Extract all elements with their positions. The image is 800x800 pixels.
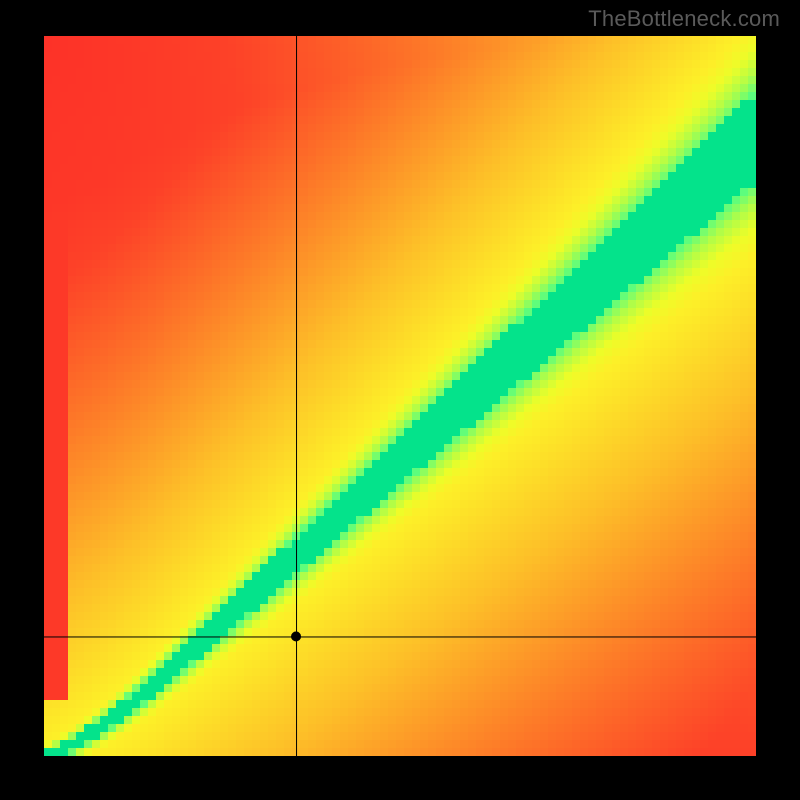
watermark-text: TheBottleneck.com: [588, 6, 780, 32]
heatmap-canvas: [44, 36, 756, 756]
heatmap-plot: [44, 36, 756, 756]
frame: TheBottleneck.com: [0, 0, 800, 800]
